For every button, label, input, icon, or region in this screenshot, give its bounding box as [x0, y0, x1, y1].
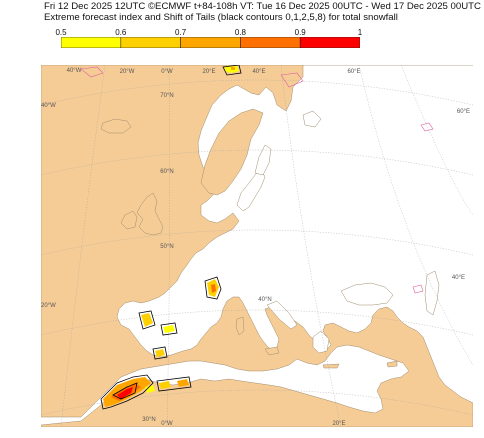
- grid-label-top: 40°E: [252, 69, 265, 75]
- grid-label-top: 60°E: [347, 69, 360, 75]
- colorbar-tick-label: 0.7: [175, 28, 187, 37]
- colorbar-bin-2: [120, 37, 181, 48]
- title-line-1: Fri 12 Dec 2025 12UTC ©ECMWF t+84-108h V…: [44, 1, 481, 12]
- colorbar-bin-5: [299, 37, 360, 48]
- sot-contour-atlas: [100, 374, 154, 410]
- meridian-40e: [358, 65, 473, 366]
- grid-label-top: 20°E: [202, 69, 215, 75]
- sot-contour-iberia-2: [160, 322, 178, 336]
- colorbar-tick-label: 1: [357, 28, 363, 37]
- grid-labels: 40°W 20°W 0°W 20°E 40°E 60°E 40°W 20°W 60°E 40°E 0…: [41, 68, 470, 427]
- colorbar-tick-label: 0.8: [234, 28, 246, 37]
- parallel-40n: [41, 309, 473, 336]
- land-crete: [322, 363, 340, 369]
- grid-label-bottom: 20°E: [332, 421, 345, 427]
- sea-caspian: [424, 270, 440, 316]
- magenta-contour-barents: [280, 72, 304, 88]
- map[interactable]: 40°W 20°W 0°W 20°E 40°E 60°E 40°W 20°W 60°E 40°E 0…: [41, 65, 473, 427]
- grid-label-inner: 70°N: [160, 93, 173, 99]
- inland-seas: [236, 110, 440, 354]
- sot-contour-atlas-east: [156, 376, 192, 392]
- land-cyprus: [386, 360, 398, 368]
- efi-outline-contours: [80, 66, 434, 294]
- land-iceland: [100, 118, 132, 134]
- sot-contour-atlas-inner: [112, 382, 138, 400]
- sea-black: [340, 282, 394, 306]
- grid-label-top: 40°W: [67, 68, 82, 74]
- efi-patch-iberia-1: [141, 313, 153, 327]
- sea-white: [302, 110, 322, 128]
- land-great-britain: [136, 192, 164, 236]
- grid-label-left: 20°W: [41, 303, 56, 309]
- efi-patch-svalbard-core: [231, 67, 235, 70]
- land-ireland: [120, 210, 138, 230]
- grid-label-inner: 50°N: [160, 244, 173, 250]
- land-eurasia: [41, 65, 473, 427]
- grid-label-top: 20°W: [120, 69, 135, 75]
- grid-label-bottom: 0°W: [161, 421, 173, 427]
- sot-contour-iberia-3: [152, 346, 168, 360]
- efi-patch-sahara: [145, 385, 155, 393]
- efi-shading: [103, 66, 239, 407]
- grid-label-left: 40°W: [41, 103, 56, 109]
- efi-patch-atlas-core: [117, 387, 133, 399]
- parallel-50n: [41, 229, 473, 256]
- sot-contour-alps: [204, 276, 222, 300]
- sea-aegean: [312, 330, 330, 354]
- colorbar-tick-label: 0.5: [55, 28, 67, 37]
- parallel-60n: [41, 149, 473, 176]
- grid-label-inner: 30°N: [142, 417, 155, 423]
- sot-contours: [100, 65, 242, 410]
- efi-patch-alps-core: [211, 284, 216, 293]
- magenta-contour-north: [80, 66, 104, 78]
- meridian-0: [166, 65, 170, 427]
- colorbar-bin-4: [240, 37, 301, 48]
- sot-contour-iberia-1: [138, 310, 156, 330]
- land-sardinia: [235, 316, 245, 336]
- sea-adriatic: [266, 300, 298, 330]
- land-areas: [41, 65, 473, 427]
- grid-label-right: 40°E: [452, 275, 465, 281]
- colorbar-bin-1: [61, 37, 122, 48]
- meridian-60e: [400, 65, 473, 216]
- parallel-30n: [41, 389, 473, 416]
- magenta-contour-black-sea: [412, 284, 424, 294]
- graticule: [41, 65, 473, 427]
- grid-label-right: 60°E: [457, 109, 470, 115]
- magenta-contour-east: [420, 122, 434, 132]
- efi-patch-atlas-east-2: [177, 379, 189, 387]
- colorbar-tick-label: 0.9: [294, 28, 306, 37]
- grid-label-inner: 40°N: [258, 297, 271, 303]
- title-line-2: Extreme forecast index and Shift of Tail…: [44, 12, 398, 23]
- land-scandinavia: [200, 108, 264, 196]
- sot-contour-svalbard: [222, 65, 242, 76]
- colorbar-tick-label: 0.6: [115, 28, 127, 37]
- land-sicily: [264, 346, 280, 356]
- efi-patch-atlas-east-1: [159, 381, 171, 389]
- parallel-70n: [41, 79, 473, 106]
- colorbar: [61, 37, 360, 48]
- efi-patch-iberia-2: [163, 325, 175, 333]
- meridian-20w: [60, 65, 106, 427]
- sea-bothnia: [254, 144, 272, 176]
- sea-baltic: [236, 168, 266, 212]
- grid-label-inner: 60°N: [160, 169, 173, 175]
- colorbar-bin-3: [180, 37, 241, 48]
- grid-label-top: 0°W: [161, 69, 173, 75]
- efi-patch-iberia-3: [155, 349, 165, 357]
